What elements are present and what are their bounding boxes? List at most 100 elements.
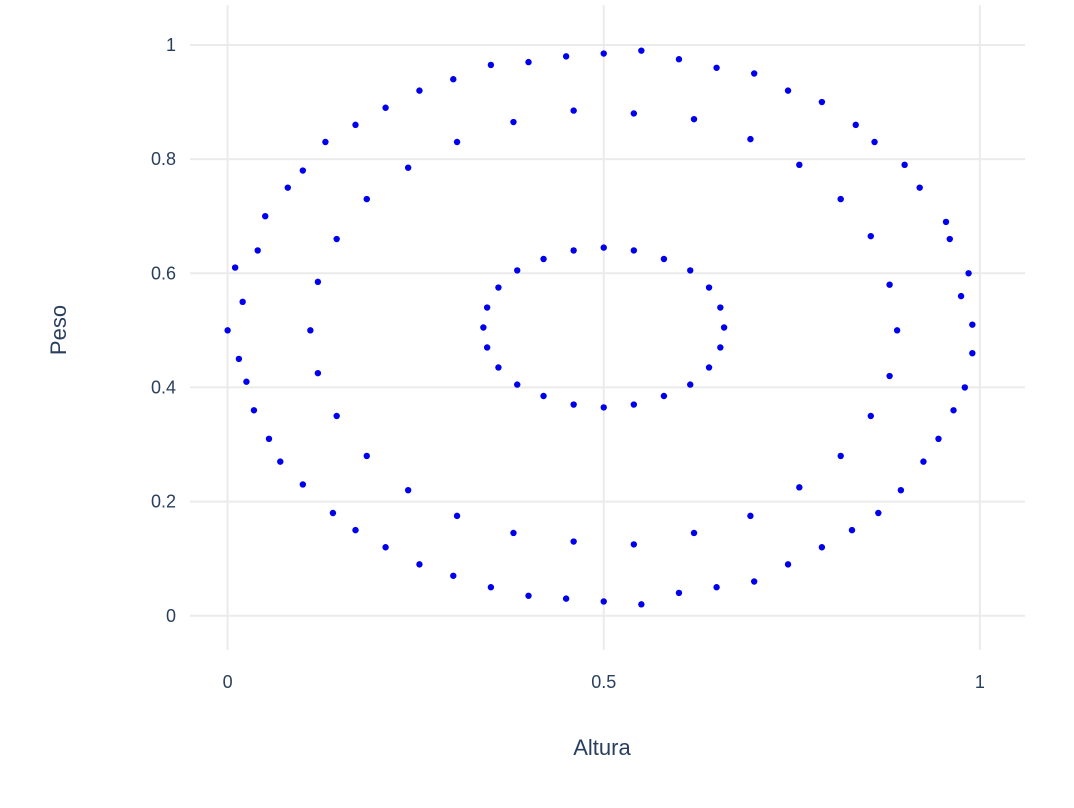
point: [235, 355, 243, 363]
point: [961, 384, 969, 391]
point: [638, 47, 645, 54]
point: [254, 247, 261, 254]
x-axis-title: Altura: [573, 735, 631, 760]
x-tick-label: 1: [975, 672, 985, 692]
point: [886, 372, 893, 380]
point: [720, 324, 728, 331]
point: [837, 195, 844, 203]
point: [299, 481, 307, 488]
point: [852, 121, 859, 129]
point: [675, 56, 683, 63]
x-tick-label: 0.5: [591, 672, 616, 692]
point: [314, 278, 322, 286]
point: [687, 267, 694, 274]
point: [450, 572, 457, 579]
y-tick-label: 0.2: [151, 492, 176, 512]
point: [570, 401, 577, 408]
point: [562, 595, 570, 602]
point: [510, 529, 517, 537]
point: [965, 270, 972, 277]
point: [901, 161, 908, 169]
x-tick-label: 0: [223, 672, 233, 692]
point: [717, 344, 724, 351]
point: [916, 184, 923, 191]
point: [495, 364, 502, 371]
point: [818, 98, 826, 106]
point: [690, 115, 698, 123]
point: [886, 281, 893, 288]
point: [250, 407, 258, 414]
point: [322, 138, 329, 146]
point: [747, 135, 754, 143]
y-tick-label: 0: [166, 606, 176, 626]
point: [483, 304, 491, 311]
point: [562, 53, 570, 60]
point: [871, 138, 878, 146]
point: [570, 247, 577, 254]
point: [946, 235, 953, 243]
point: [570, 538, 577, 545]
point: [750, 70, 758, 77]
point: [848, 526, 856, 534]
point: [495, 284, 502, 291]
point: [525, 58, 532, 66]
point: [600, 50, 607, 57]
point: [329, 509, 337, 517]
point: [969, 349, 976, 357]
point: [796, 161, 803, 169]
point: [675, 589, 683, 597]
point: [284, 184, 291, 191]
point: [867, 412, 874, 420]
point: [243, 378, 250, 385]
point: [487, 584, 495, 591]
point: [747, 512, 754, 520]
point: [363, 452, 370, 460]
point: [480, 324, 487, 331]
point: [837, 452, 844, 460]
point: [867, 232, 874, 240]
y-tick-label: 0.8: [151, 149, 176, 169]
point: [893, 327, 901, 334]
point: [363, 195, 370, 203]
point: [352, 121, 359, 129]
point: [314, 369, 322, 377]
point: [818, 544, 826, 551]
point: [404, 486, 412, 494]
point: [705, 284, 713, 291]
point: [416, 561, 423, 568]
point: [600, 598, 607, 605]
point: [717, 304, 724, 311]
point: [784, 561, 792, 568]
y-tick-label: 0.4: [151, 377, 176, 397]
point: [713, 64, 720, 71]
point: [875, 509, 882, 517]
point: [540, 392, 547, 400]
point: [600, 404, 607, 411]
point: [630, 247, 638, 254]
point: [942, 218, 950, 226]
point: [487, 61, 495, 69]
point: [705, 364, 713, 371]
point: [784, 87, 792, 94]
point: [935, 435, 942, 443]
point: [796, 484, 803, 491]
point: [897, 486, 905, 494]
point: [687, 381, 694, 388]
point: [382, 544, 389, 551]
point: [957, 292, 965, 300]
point: [352, 526, 359, 534]
point: [660, 255, 668, 263]
point: [453, 138, 461, 146]
point: [450, 76, 457, 83]
point: [510, 118, 517, 126]
point: [404, 164, 412, 171]
point: [307, 327, 314, 334]
point: [453, 512, 461, 520]
point: [333, 412, 340, 420]
point: [638, 601, 645, 608]
point: [713, 584, 720, 591]
point: [525, 592, 532, 599]
point: [277, 458, 284, 465]
y-tick-label: 0.6: [151, 263, 176, 283]
